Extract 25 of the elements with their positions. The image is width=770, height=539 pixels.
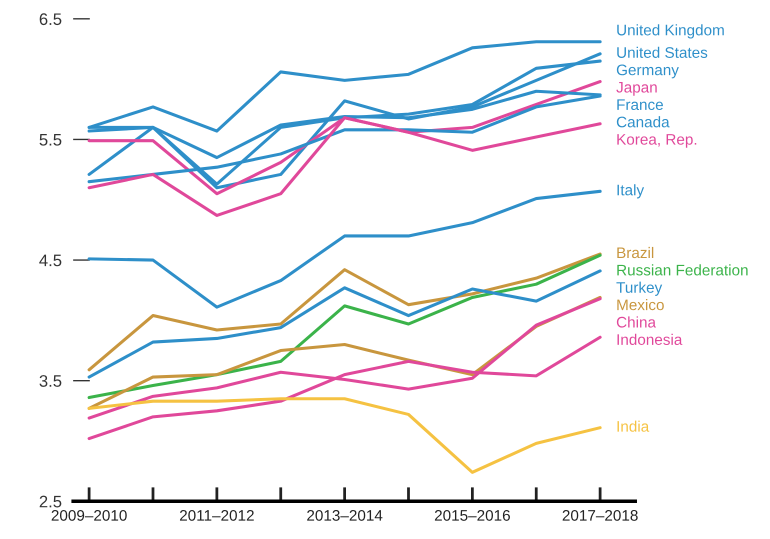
x-tick-label: 2013–2014 (307, 510, 382, 521)
x-tick-label: 2015–2016 (434, 510, 510, 521)
series-label: Italy (618, 184, 644, 198)
series-label: Russian Federation (617, 264, 748, 276)
x-tick-label: 2017–2018 (562, 510, 638, 521)
series-label: Japan (616, 82, 657, 96)
y-tick-label: 6.5 (40, 13, 62, 26)
series-label: Turkey (616, 282, 662, 296)
series-label: Korea, Rep. (617, 134, 696, 148)
series-label: United States (617, 46, 708, 58)
y-tick-label: 5.5 (40, 134, 62, 146)
series-label: Indonesia (618, 334, 682, 345)
series-label: United Kingdom (617, 24, 724, 38)
x-tick-label: 2009–2010 (52, 510, 127, 521)
y-tick-label: 3.5 (40, 375, 62, 387)
series-label: China (616, 316, 656, 328)
y-tick-label: 2.5 (40, 496, 62, 508)
series-label: Brazil (617, 246, 654, 258)
y-tick-label: 4.5 (39, 254, 62, 266)
series-label: Canada (616, 116, 670, 128)
x-tick-label: 2011–2012 (180, 510, 254, 521)
series-label: France (617, 99, 663, 110)
series-label: India (618, 420, 650, 432)
series-label: Germany (616, 64, 679, 78)
series-label: Mexico (617, 299, 664, 310)
